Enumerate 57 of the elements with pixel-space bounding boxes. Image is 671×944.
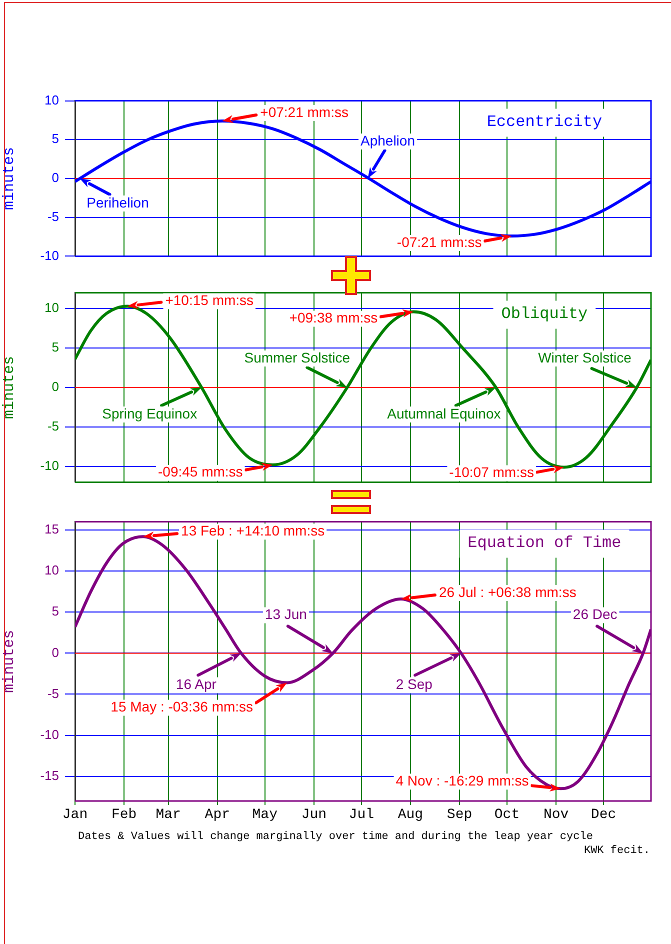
y-tick-label: -15 [40,768,59,783]
y-axis-title: minutes [0,146,18,210]
x-tick-label: May [252,807,278,824]
text: Obliquity [501,305,588,324]
annotation: Perihelion [86,194,149,210]
y-tick-label: 0 [52,644,59,660]
y-tick-label: -10 [40,248,59,263]
y-tick-label: 15 [44,522,59,537]
x-tick-label: Aug [398,807,424,824]
annotation: +09:38 mm:ss [289,310,378,326]
y-tick-label: 10 [44,92,59,108]
annotation: +10:15 mm:ss [165,292,254,308]
y-tick-label: -5 [47,686,59,701]
annotation: Spring Equinox [102,405,198,422]
annotation: Aphelion [360,132,415,148]
y-axis-title: minutes [0,356,18,420]
y-axis-title: minutes [0,630,18,693]
x-tick-label: Mar [156,807,181,824]
x-tick-label: Dec [590,807,616,824]
annotation: +07:21 mm:ss [260,104,348,120]
annotation: -07:21 mm:ss [396,234,482,250]
annotation: 26 Dec [572,606,618,622]
x-tick-label: Nov [543,807,569,824]
annotation: 26 Jul : +06:38 mm:ss [438,584,576,600]
y-tick-label: -5 [47,418,59,434]
x-tick-label: Apr [204,807,230,824]
x-tick-label: Jun [301,807,327,824]
y-tick-label: 5 [52,131,59,146]
x-tick-label: Sep [446,807,472,824]
y-tick-label: 0 [52,379,59,394]
annotation: 16 Apr [176,676,217,692]
y-tick-label: 10 [44,300,59,316]
annotation: 2 Sep [396,676,433,692]
text: Equation of Time [468,534,622,552]
x-tick-label: Jan [62,807,88,824]
x-tick-label: Oct [494,807,520,824]
annotation: 13 Jun [264,606,307,622]
y-tick-label: 5 [52,604,59,619]
y-tick-label: -10 [40,726,59,742]
y-tick-label: -10 [40,458,59,473]
annotation: Autumnal Equinox [387,405,501,422]
x-tick-label: Jul [348,807,374,824]
y-tick-label: 10 [44,562,59,578]
text: Dates & Values will change marginally over time and during the leap year cycle [77,831,594,843]
annotation: 15 May : -03:36 mm:ss [110,698,254,715]
y-tick-label: 5 [52,340,59,355]
annotation: -10:07 mm:ss [449,464,534,480]
annotation: Winter Solstice [538,349,632,366]
text: Eccentricity [486,113,602,132]
annotation: 4 Nov : -16:29 mm:ss [396,772,529,789]
annotation: 13 Feb : +14:10 mm:ss [181,522,325,538]
annotation: -09:45 mm:ss [158,464,243,480]
y-tick-label: -5 [47,208,59,224]
text: KWK fecit. [584,845,650,857]
y-tick-label: 0 [52,170,59,186]
x-tick-label: Feb [111,807,137,824]
annotation: Summer Solstice [244,349,350,366]
